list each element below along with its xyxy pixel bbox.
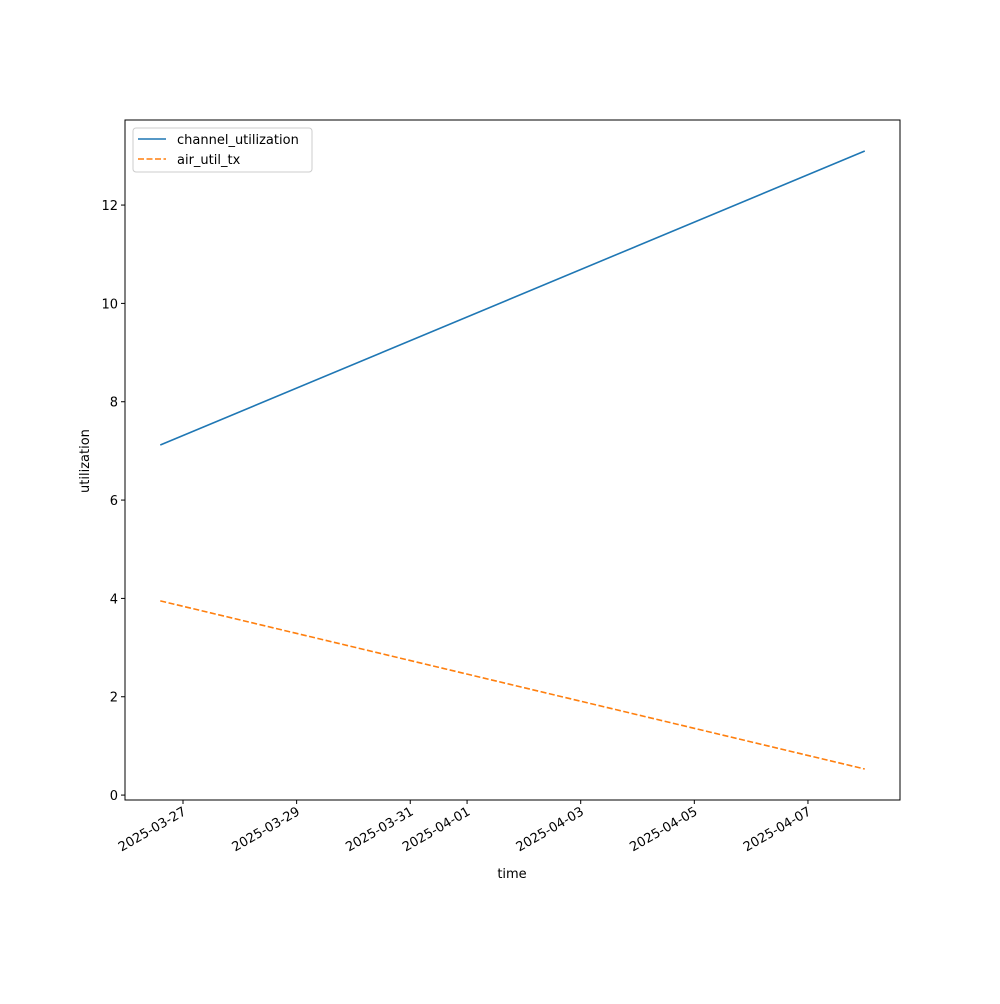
y-tick-label: 8 bbox=[110, 396, 118, 411]
x-axis-label: time bbox=[497, 867, 526, 882]
x-tick-label: 2025-04-03 bbox=[514, 804, 587, 855]
legend-label: air_util_tx bbox=[177, 153, 241, 168]
plot-frame bbox=[124, 119, 901, 801]
y-tick-label: 0 bbox=[110, 789, 118, 804]
x-tick-label: 2025-04-07 bbox=[741, 804, 814, 855]
x-tick-label: 2025-03-27 bbox=[116, 804, 189, 855]
y-axis-label: utilization bbox=[78, 429, 93, 493]
y-tick-label: 10 bbox=[101, 297, 118, 312]
y-tick-label: 6 bbox=[110, 494, 118, 509]
series-line bbox=[159, 150, 866, 446]
legend-box bbox=[132, 127, 313, 173]
series-line bbox=[160, 600, 865, 770]
x-tick-label: 2025-04-05 bbox=[627, 804, 700, 855]
legend-label: channel_utilization bbox=[177, 133, 299, 148]
x-tick-label: 2025-03-29 bbox=[230, 804, 303, 855]
y-tick-label: 4 bbox=[110, 592, 118, 607]
y-tick-label: 12 bbox=[101, 199, 118, 214]
y-tick-label: 2 bbox=[110, 691, 118, 706]
